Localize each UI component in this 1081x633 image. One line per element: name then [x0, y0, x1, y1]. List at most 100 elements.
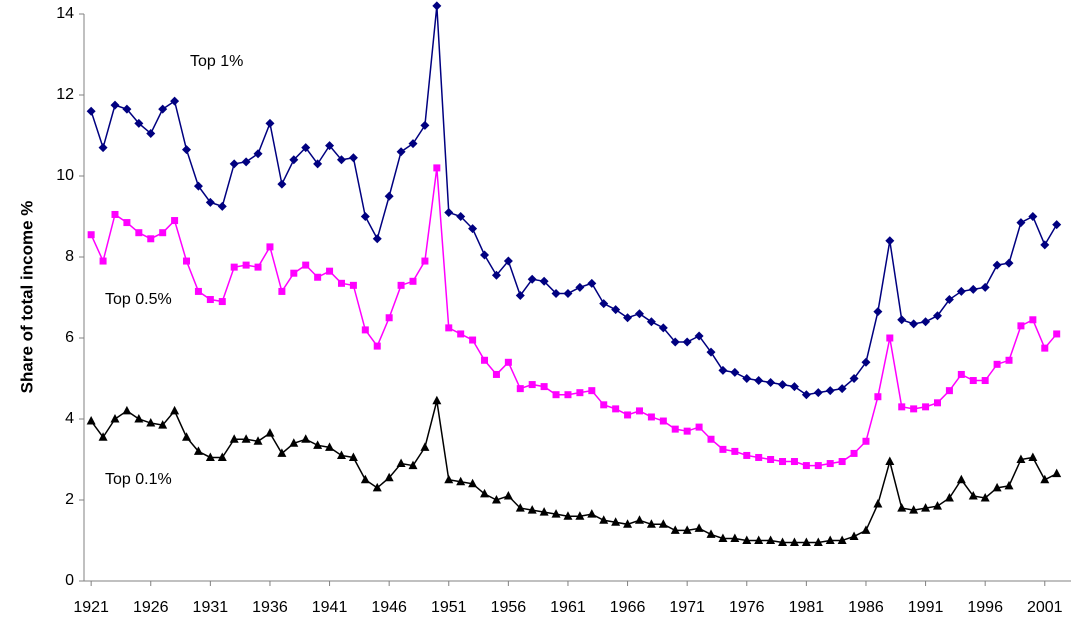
point-marker [790, 458, 798, 466]
point-marker [539, 276, 549, 286]
point-marker [944, 295, 954, 305]
x-tick-label: 2001 [1027, 599, 1063, 616]
point-marker [468, 478, 478, 488]
point-marker [1004, 258, 1014, 268]
point-marker [253, 149, 263, 159]
point-marker [587, 278, 597, 288]
series-line [90, 167, 1058, 467]
point-marker [397, 281, 405, 289]
point-marker [802, 462, 810, 470]
x-tick-label: 1961 [550, 599, 586, 616]
point-marker [372, 234, 382, 244]
point-marker [408, 460, 418, 470]
x-tick-label: 1991 [908, 599, 944, 616]
point-marker [563, 511, 573, 520]
x-tick-label: 1956 [491, 599, 527, 616]
point-marker [420, 120, 430, 130]
point-marker [289, 155, 299, 165]
point-marker [373, 342, 381, 350]
x-tick-label: 1926 [133, 599, 169, 616]
point-marker [766, 378, 776, 388]
point-marker [754, 376, 764, 386]
point-marker [837, 535, 847, 544]
series-line [90, 5, 1058, 396]
y-tick-label: 6 [65, 329, 74, 346]
point-marker [635, 407, 643, 415]
point-marker [1029, 316, 1037, 324]
x-tick-label: 1936 [252, 599, 288, 616]
point-marker [360, 474, 370, 484]
point-marker [993, 360, 1001, 368]
point-marker [731, 447, 739, 455]
point-marker [515, 290, 525, 300]
x-tick-label: 1976 [729, 599, 765, 616]
point-marker [789, 537, 799, 547]
point-marker [159, 229, 167, 237]
point-marker [670, 525, 680, 534]
point-marker [183, 257, 191, 265]
point-marker [945, 387, 953, 395]
point-marker [575, 282, 585, 292]
point-marker [849, 531, 859, 540]
point-marker [396, 458, 406, 468]
point-marker [659, 417, 667, 425]
x-tick-label: 1996 [967, 599, 1003, 616]
point-marker [743, 451, 751, 459]
point-marker [265, 428, 275, 437]
point-marker [599, 515, 609, 524]
point-marker [551, 288, 561, 298]
point-marker [147, 235, 155, 243]
point-marker [658, 519, 668, 528]
point-marker [886, 334, 894, 342]
point-marker [110, 100, 120, 110]
point-marker [850, 449, 858, 457]
point-marker [182, 145, 192, 155]
point-marker [313, 159, 323, 169]
point-marker [349, 281, 357, 289]
point-marker [348, 153, 358, 163]
point-marker [254, 263, 262, 271]
x-tick-label: 1941 [312, 599, 348, 616]
point-marker [766, 535, 776, 544]
point-marker [956, 474, 966, 484]
point-marker [170, 96, 180, 106]
point-marker [348, 452, 358, 461]
point-marker [624, 411, 632, 419]
point-marker [134, 118, 144, 128]
point-marker [682, 525, 692, 534]
point-marker [1005, 356, 1013, 364]
point-marker [539, 507, 549, 516]
point-marker [789, 382, 799, 392]
point-marker [551, 509, 561, 518]
point-marker [838, 458, 846, 466]
point-marker [825, 535, 835, 544]
point-marker [707, 435, 715, 443]
point-marker [779, 458, 787, 466]
point-marker [326, 267, 334, 275]
point-marker [778, 537, 788, 547]
point-marker [1016, 454, 1026, 463]
point-marker [468, 224, 478, 234]
point-marker [683, 427, 691, 435]
point-marker [325, 141, 335, 151]
point-marker [396, 147, 406, 157]
series-line [90, 400, 1058, 544]
point-marker [123, 219, 131, 227]
point-marker [481, 356, 489, 364]
point-marker [718, 365, 728, 375]
point-marker [861, 525, 871, 534]
y-tick-label: 8 [65, 248, 74, 265]
point-marker [480, 488, 490, 498]
point-marker [314, 273, 322, 281]
point-marker [469, 336, 477, 344]
point-marker [205, 452, 215, 461]
point-marker [158, 104, 168, 114]
point-marker [277, 179, 287, 189]
point-marker [778, 380, 788, 390]
point-marker [922, 403, 930, 411]
point-marker [230, 263, 238, 271]
point-marker [384, 472, 394, 482]
point-marker [849, 374, 859, 383]
point-marker [873, 499, 883, 508]
y-tick-label: 2 [65, 491, 74, 508]
